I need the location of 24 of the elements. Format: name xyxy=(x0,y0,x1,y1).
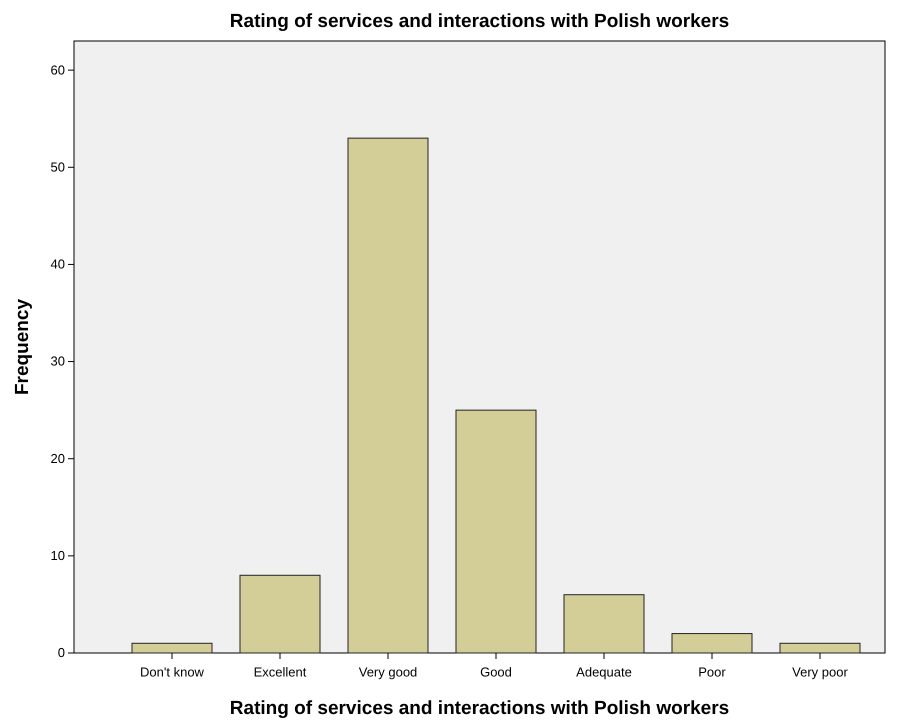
bar xyxy=(780,642,860,654)
bar xyxy=(672,633,752,654)
x-tick-label: Very good xyxy=(358,664,418,680)
x-tick-label: Don't know xyxy=(140,664,205,680)
y-tick-label: 50 xyxy=(50,159,65,174)
x-tick-label: Adequate xyxy=(576,664,632,680)
x-tick-label: Excellent xyxy=(254,664,307,680)
chart-title: Rating of services and interactions with Polish workers xyxy=(230,11,730,32)
bar xyxy=(456,410,536,654)
x-tick-label: Poor xyxy=(698,664,726,680)
y-axis-title: Frequency xyxy=(12,298,33,396)
y-tick-label: 0 xyxy=(58,645,65,660)
y-tick-label: 60 xyxy=(50,62,65,78)
x-tick-label: Good xyxy=(480,664,512,680)
y-tick-label: 10 xyxy=(50,548,65,564)
bar xyxy=(348,138,428,654)
x-tick-label: Very poor xyxy=(792,664,848,680)
y-tick-label: 20 xyxy=(50,450,65,466)
y-tick-label: 30 xyxy=(50,354,65,369)
y-tick-label: 40 xyxy=(50,256,65,272)
bar xyxy=(240,574,320,654)
bar xyxy=(564,594,644,654)
bar xyxy=(132,642,212,654)
x-axis-title: Rating of services and interactions with Polish workers xyxy=(230,698,730,719)
